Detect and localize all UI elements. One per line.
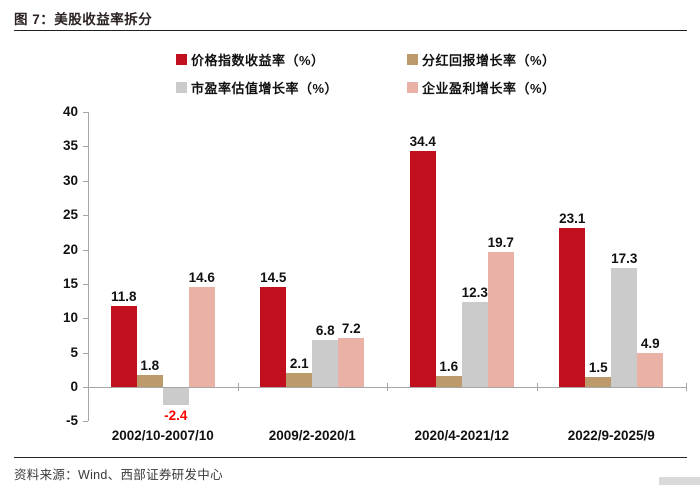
bar-value-label: 1.8 <box>140 357 160 373</box>
bar-value-label: 4.9 <box>640 336 660 352</box>
y-axis-tick-label: 40 <box>62 104 78 119</box>
footer-divider <box>14 457 687 458</box>
y-axis-tick-label: 15 <box>62 275 78 291</box>
bar-3-2 <box>435 376 462 387</box>
bar-value-label: 17.3 <box>611 251 638 267</box>
y-axis-tick-label: 35 <box>62 138 78 154</box>
y-axis-tick-label: -5 <box>65 413 78 429</box>
y-axis-tick-mark <box>83 215 88 217</box>
legend-item-dividend-return-growth: 分红回报增长率（%） <box>407 52 556 68</box>
bar-value-label: 1.5 <box>588 359 608 375</box>
y-axis-tick-mark <box>83 283 88 285</box>
legend-swatch-icon <box>407 53 418 65</box>
y-axis-tick-label: 30 <box>62 172 78 188</box>
x-axis-boundary-tick <box>686 383 687 391</box>
y-axis-tick-mark <box>83 146 88 148</box>
bar-2-1 <box>260 287 287 387</box>
y-axis-tick-mark <box>83 387 88 388</box>
bar-value-label: 7.2 <box>341 320 361 336</box>
x-axis-boundary-tick <box>536 383 538 391</box>
source-note: 资料来源：Wind、西部证券研发中心 <box>14 468 223 482</box>
bar-1-4 <box>188 286 215 387</box>
bar-3-4 <box>487 251 514 387</box>
x-axis-boundary-tick <box>387 383 388 391</box>
bar-value-label: 14.6 <box>188 269 215 285</box>
bar-3-1 <box>409 150 436 387</box>
title-divider <box>14 30 687 31</box>
y-axis-tick-mark <box>83 318 88 320</box>
bar-2-2 <box>286 372 313 387</box>
legend-label: 市盈率估值增长率（%） <box>191 80 339 96</box>
x-axis-category-label: 2009/2-2020/1 <box>268 428 356 444</box>
bar-4-1 <box>559 228 586 387</box>
bar-value-label: 2.1 <box>289 355 309 371</box>
bar-value-label: -2.4 <box>164 407 188 423</box>
legend-label: 分红回报增长率（%） <box>422 52 556 68</box>
legend-label: 价格指数收益率（%） <box>191 52 325 68</box>
legend-item-pe-valuation-growth: 市盈率估值增长率（%） <box>176 80 339 96</box>
bar-3-3 <box>461 302 488 387</box>
bar-value-label: 14.5 <box>260 270 287 286</box>
bar-value-label: 6.8 <box>315 323 335 339</box>
bar-value-label: 19.7 <box>487 234 514 250</box>
bar-value-label: 11.8 <box>110 288 137 304</box>
y-axis-tick-label: 25 <box>62 207 78 223</box>
x-axis-category-label: 2002/10-2007/10 <box>111 428 214 444</box>
legend-item-corporate-earnings-growth: 企业盈利增长率（%） <box>407 80 556 96</box>
y-axis-tick-mark <box>83 352 88 354</box>
bar-2-3 <box>312 340 339 387</box>
y-axis-tick-mark <box>83 421 88 423</box>
page-corner-artifact <box>659 477 700 485</box>
x-axis-category-label: 2022/9-2025/9 <box>567 428 655 444</box>
legend-swatch-icon <box>176 81 187 93</box>
bar-4-2 <box>585 376 612 387</box>
x-axis-category-label: 2020/4-2021/12 <box>414 428 510 444</box>
bar-value-label: 23.1 <box>559 211 586 227</box>
x-axis-boundary-tick <box>237 383 239 391</box>
bar-value-label: 1.6 <box>439 359 459 374</box>
y-axis-tick-mark <box>83 112 88 113</box>
bar-value-label: 34.4 <box>409 133 436 149</box>
y-axis-tick-mark <box>83 180 88 182</box>
y-axis-tick-label: 0 <box>70 379 78 394</box>
y-axis-line <box>88 112 90 422</box>
y-axis-tick-label: 20 <box>62 241 78 257</box>
bar-2-4 <box>338 337 365 387</box>
legend-swatch-icon <box>407 81 418 93</box>
bar-1-2 <box>136 374 163 387</box>
y-axis-tick-label: 5 <box>70 344 78 360</box>
legend-swatch-icon <box>176 53 187 65</box>
bar-1-3 <box>162 388 189 405</box>
bar-4-4 <box>637 353 664 387</box>
legend-label: 企业盈利增长率（%） <box>422 80 556 96</box>
bar-1-1 <box>110 305 137 387</box>
y-axis-tick-mark <box>83 249 88 251</box>
y-axis-tick-label: 10 <box>62 310 78 326</box>
bar-4-3 <box>611 268 638 387</box>
bar-value-label: 12.3 <box>461 285 488 301</box>
figure-title: 图 7：美股收益率拆分 <box>14 12 153 27</box>
legend-item-price-index-return: 价格指数收益率（%） <box>176 52 325 68</box>
